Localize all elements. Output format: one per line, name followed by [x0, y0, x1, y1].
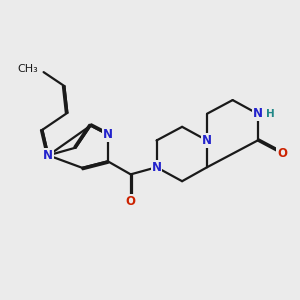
Text: H: H [266, 109, 274, 119]
Text: N: N [253, 107, 262, 120]
Text: N: N [202, 134, 212, 147]
Text: N: N [103, 128, 113, 141]
Text: CH₃: CH₃ [17, 64, 38, 74]
Text: O: O [126, 195, 136, 208]
Text: N: N [152, 161, 161, 174]
Text: N: N [43, 149, 53, 162]
Text: O: O [277, 147, 287, 160]
